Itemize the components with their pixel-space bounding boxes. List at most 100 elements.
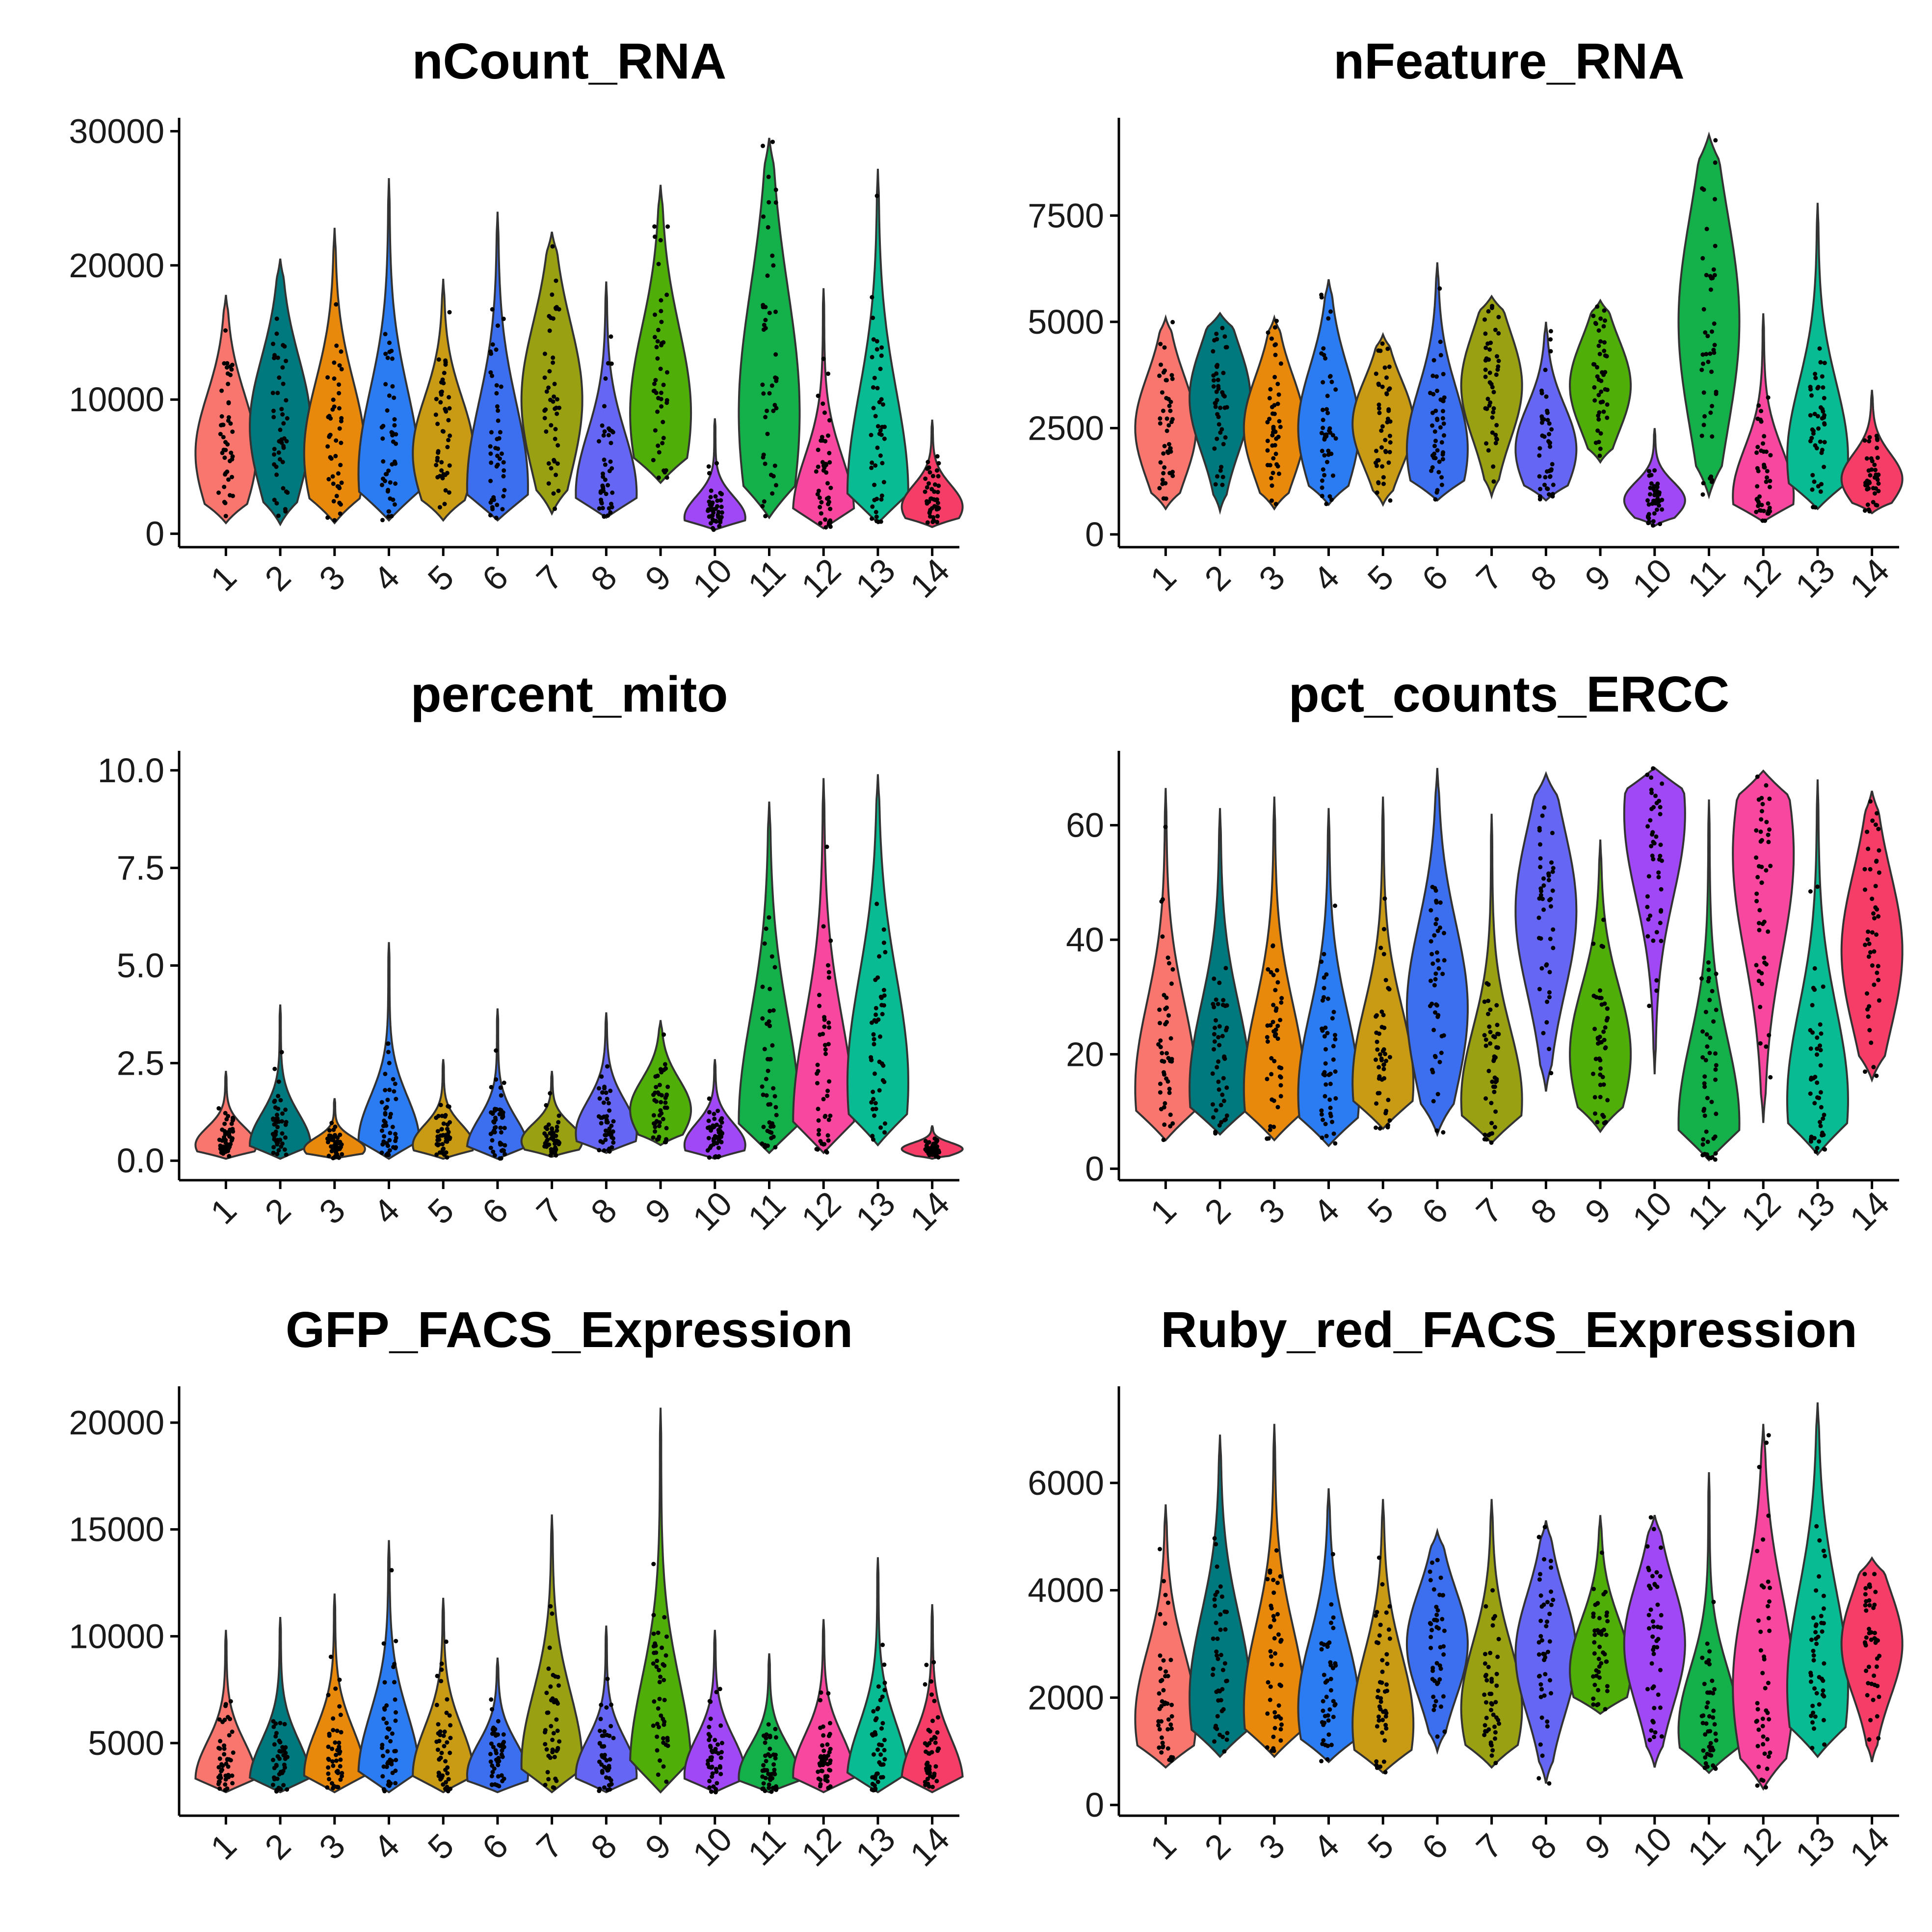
data-point: [1870, 459, 1875, 464]
data-point: [282, 344, 287, 349]
data-point: [1764, 1440, 1769, 1445]
data-point: [335, 1747, 340, 1752]
data-point: [1713, 1067, 1718, 1072]
data-point: [1441, 1130, 1446, 1135]
data-point: [389, 1568, 394, 1573]
data-point: [661, 1736, 665, 1741]
data-point: [1216, 1035, 1221, 1040]
data-point: [280, 365, 285, 370]
data-point: [1877, 998, 1881, 1003]
jitter-points-group-9: [651, 1032, 670, 1144]
data-point: [1493, 432, 1498, 437]
data-point: [1278, 1083, 1283, 1088]
data-point: [1157, 1745, 1162, 1750]
data-point: [1808, 387, 1813, 392]
data-point: [1322, 975, 1326, 980]
data-point: [437, 1138, 442, 1142]
data-point: [1647, 469, 1651, 474]
data-point: [1809, 1135, 1814, 1139]
data-point: [1275, 980, 1280, 985]
data-point: [882, 1757, 887, 1762]
data-point: [277, 457, 282, 462]
data-point: [1328, 1688, 1333, 1693]
data-point: [1326, 449, 1331, 453]
data-point: [500, 1748, 504, 1753]
y-tick-label: 30000: [69, 112, 164, 150]
data-point: [388, 1739, 393, 1744]
data-point: [1381, 1709, 1386, 1714]
data-point: [1766, 1513, 1771, 1518]
data-point: [1482, 1033, 1487, 1037]
data-point: [497, 1784, 502, 1789]
data-point: [1271, 1590, 1276, 1595]
violin-group-14: [900, 420, 964, 529]
data-point: [768, 986, 772, 991]
jitter-points-group-8: [596, 1064, 616, 1154]
data-point: [1546, 872, 1551, 876]
data-point: [1593, 320, 1598, 325]
violin-group-10: [683, 418, 746, 531]
data-point: [664, 292, 669, 297]
violin-group-5: [1351, 1499, 1415, 1774]
data-point: [223, 1703, 228, 1708]
data-point: [447, 1104, 451, 1109]
data-point: [1213, 1026, 1217, 1030]
data-point: [275, 355, 280, 360]
data-point: [1384, 1652, 1389, 1657]
data-point: [1768, 453, 1773, 458]
jitter-points-group-7: [1482, 981, 1501, 1145]
data-point: [544, 389, 549, 394]
data-point: [820, 1769, 824, 1773]
data-point: [873, 1071, 877, 1076]
data-point: [394, 1710, 398, 1715]
data-point: [1330, 1016, 1335, 1021]
data-point: [1168, 1059, 1173, 1063]
data-point: [275, 391, 280, 396]
data-point: [1438, 1645, 1443, 1650]
data-point: [598, 490, 603, 495]
data-point: [1492, 1089, 1497, 1094]
data-point: [1542, 482, 1547, 487]
data-point: [223, 440, 228, 445]
data-point: [489, 460, 494, 465]
data-point: [657, 1124, 662, 1129]
data-point: [441, 429, 446, 434]
data-point: [1437, 1059, 1442, 1064]
data-point: [1375, 1047, 1380, 1052]
data-point: [1702, 1074, 1707, 1079]
data-point: [1224, 1028, 1228, 1032]
data-point: [1651, 1624, 1656, 1629]
data-point: [1374, 449, 1378, 453]
data-point: [434, 463, 439, 468]
data-point: [1320, 449, 1324, 453]
data-point: [1218, 430, 1223, 435]
data-point: [1279, 1000, 1284, 1005]
data-point: [765, 431, 770, 436]
data-point: [489, 1110, 494, 1115]
data-point: [655, 1659, 660, 1663]
data-point: [549, 466, 554, 471]
data-point: [607, 1149, 612, 1154]
data-point: [1766, 501, 1771, 506]
data-point: [652, 381, 657, 386]
data-point: [551, 1672, 556, 1677]
data-point: [1597, 453, 1602, 458]
data-point: [768, 1008, 772, 1013]
data-point: [1325, 1757, 1330, 1762]
data-point: [228, 493, 232, 498]
data-point: [709, 521, 713, 526]
jitter-points-group-14: [923, 1136, 942, 1160]
data-point: [706, 464, 711, 469]
data-point: [1435, 958, 1440, 963]
data-point: [387, 349, 392, 354]
data-point: [336, 471, 341, 476]
data-point: [600, 1744, 605, 1749]
jitter-points-group-7: [542, 1091, 562, 1158]
data-point: [272, 353, 277, 358]
data-point: [1435, 389, 1439, 393]
data-point: [393, 1697, 397, 1702]
data-point: [333, 1686, 338, 1691]
data-point: [1540, 433, 1545, 438]
data-point: [1819, 482, 1824, 487]
violin-group-8: [575, 1012, 638, 1154]
